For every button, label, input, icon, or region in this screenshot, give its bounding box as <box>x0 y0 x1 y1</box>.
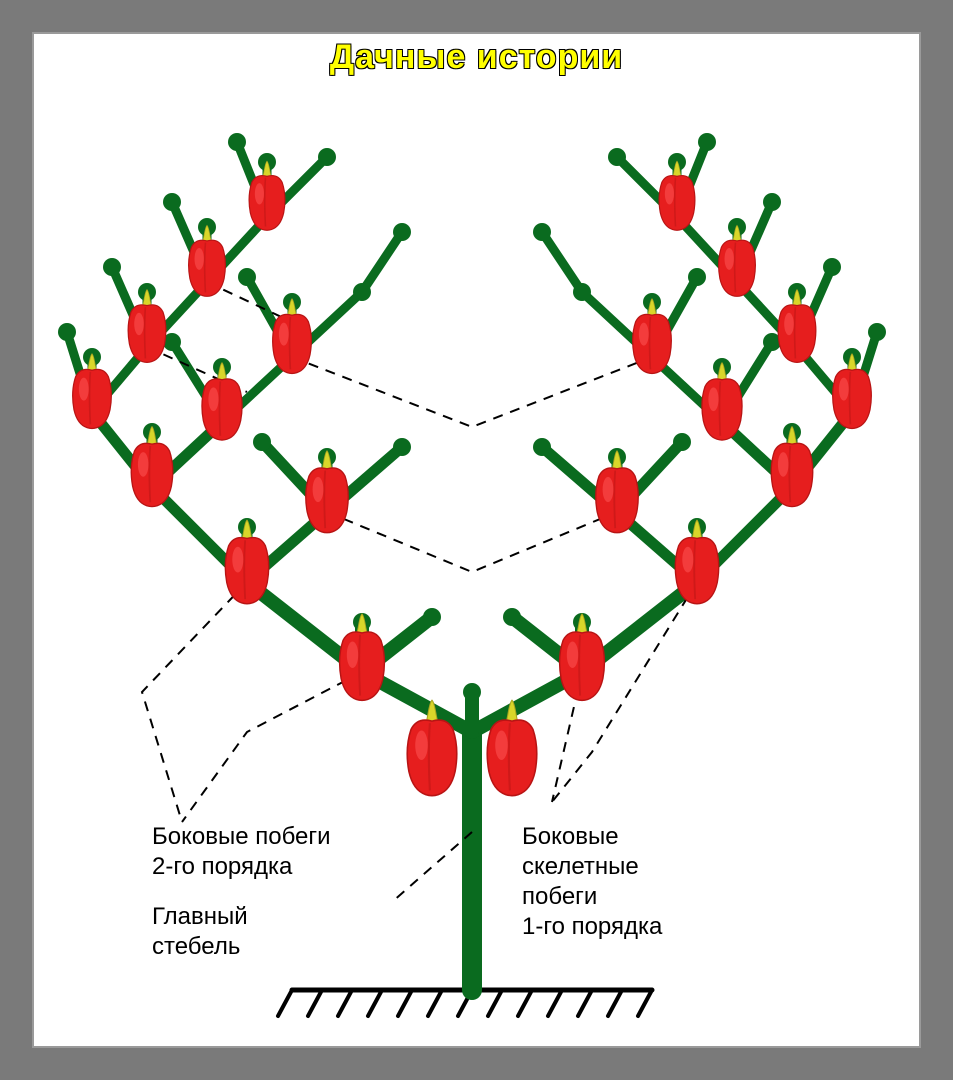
label-main-stem: Главныйстебель <box>152 902 248 962</box>
label-side-shoots-2nd: Боковые побеги2-го порядка <box>152 822 331 882</box>
label-side-skeletal-1st: Боковыескелетныепобеги1-го порядка <box>522 822 662 942</box>
diagram-frame: Дачные истории Боковые побеги2-го порядк… <box>32 32 921 1048</box>
plant-diagram <box>32 32 921 1048</box>
page-title: Дачные истории <box>32 38 921 77</box>
